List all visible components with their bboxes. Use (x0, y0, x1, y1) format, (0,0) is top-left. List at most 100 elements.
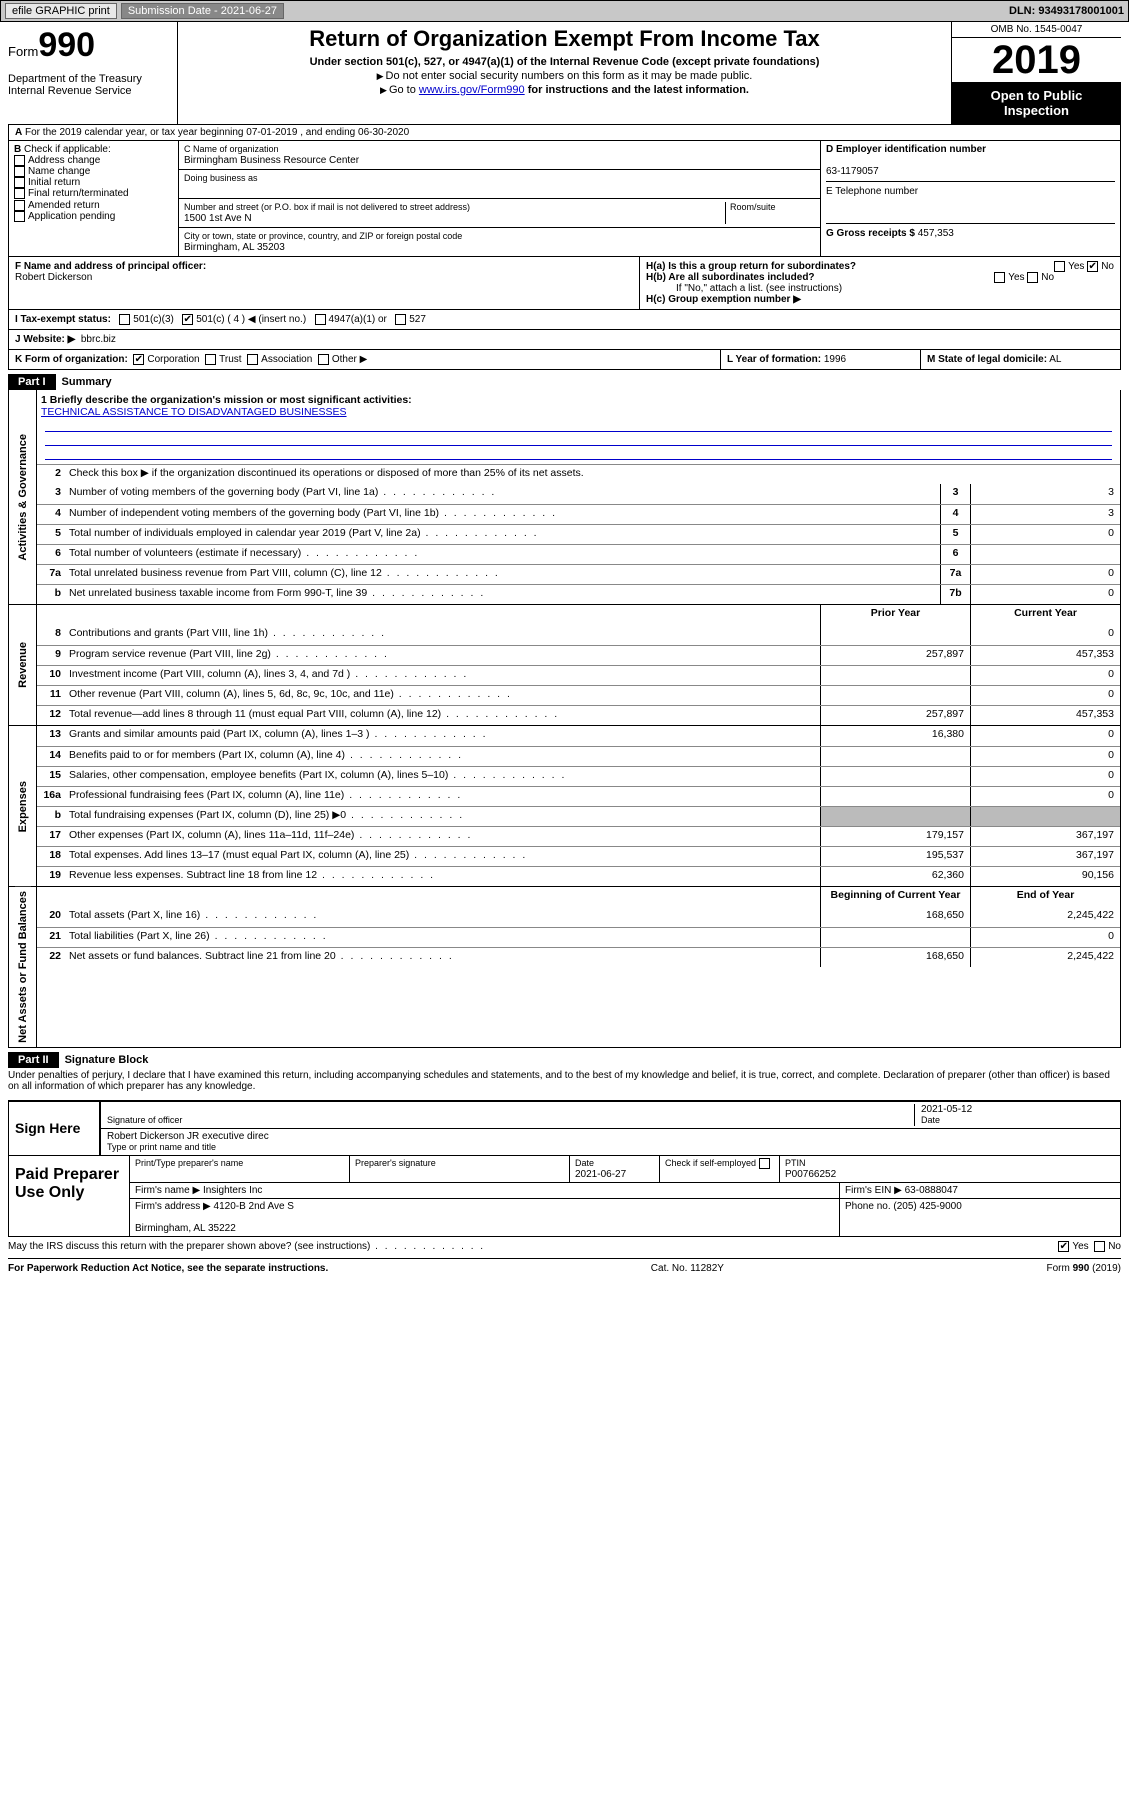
hb-yes[interactable] (994, 272, 1005, 283)
sig-date: 2021-05-12 (921, 1104, 972, 1115)
revenue-row: 11Other revenue (Part VIII, column (A), … (37, 685, 1120, 705)
dba-label: Doing business as (184, 173, 258, 183)
sign-here: Sign Here Signature of officer 2021-05-1… (8, 1100, 1121, 1156)
firm-addr1: 4120-B 2nd Ave S (214, 1201, 294, 1212)
vlabel-net: Net Assets or Fund Balances (15, 887, 31, 1047)
submission-button[interactable]: Submission Date - 2021-06-27 (121, 3, 284, 19)
gross-receipts: 457,353 (918, 228, 954, 239)
hb-no[interactable] (1027, 272, 1038, 283)
chk-501c[interactable] (182, 314, 193, 325)
expense-row: bTotal fundraising expenses (Part IX, co… (37, 806, 1120, 826)
city-label: City or town, state or province, country… (184, 231, 462, 241)
room-label: Room/suite (730, 202, 776, 212)
discuss-line: May the IRS discuss this return with the… (8, 1237, 1121, 1256)
b-checkboxes: B Check if applicable: Address change Na… (9, 141, 179, 256)
footer: For Paperwork Reduction Act Notice, see … (8, 1258, 1121, 1278)
net-row: 22Net assets or fund balances. Subtract … (37, 947, 1120, 967)
chk-address[interactable] (14, 155, 25, 166)
chk-self-emp[interactable] (759, 1158, 770, 1169)
part2-head: Part II Signature Block (8, 1052, 1121, 1068)
line-klm: K Form of organization: Corporation Trus… (8, 350, 1121, 370)
org-name: Birmingham Business Resource Center (184, 155, 359, 166)
part1-head: Part I Summary (8, 374, 1121, 390)
discuss-yes[interactable] (1058, 1241, 1069, 1252)
expense-row: 15Salaries, other compensation, employee… (37, 766, 1120, 786)
ha-yes[interactable] (1054, 261, 1065, 272)
summary-row: bNet unrelated business taxable income f… (37, 584, 1120, 604)
line-j: J Website: ▶ bbrc.biz (8, 330, 1121, 350)
revenue-row: 12Total revenue—add lines 8 through 11 (… (37, 705, 1120, 725)
form-header: Form990 Department of the Treasury Inter… (8, 22, 1121, 125)
chk-trust[interactable] (205, 354, 216, 365)
vlabel-governance: Activities & Governance (15, 430, 31, 565)
perjury-declaration: Under penalties of perjury, I declare th… (8, 1068, 1121, 1094)
end-year-head: End of Year (970, 887, 1120, 907)
street: 1500 1st Ave N (184, 213, 252, 224)
chk-other[interactable] (318, 354, 329, 365)
chk-initial[interactable] (14, 177, 25, 188)
prior-year-head: Prior Year (820, 605, 970, 625)
chk-527[interactable] (395, 314, 406, 325)
mission-link[interactable]: TECHNICAL ASSISTANCE TO DISADVANTAGED BU… (41, 406, 347, 418)
city: Birmingham, AL 35203 (184, 242, 285, 253)
chk-501c3[interactable] (119, 314, 130, 325)
expense-row: 16aProfessional fundraising fees (Part I… (37, 786, 1120, 806)
form-title: Return of Organization Exempt From Incom… (186, 26, 943, 52)
chk-4947[interactable] (315, 314, 326, 325)
summary-row: 4Number of independent voting members of… (37, 504, 1120, 524)
year-formation: 1996 (824, 354, 846, 365)
current-year-head: Current Year (970, 605, 1120, 625)
expense-row: 17Other expenses (Part IX, column (A), l… (37, 826, 1120, 846)
beg-year-head: Beginning of Current Year (820, 887, 970, 907)
vlabel-expenses: Expenses (15, 777, 31, 836)
hc: H(c) Group exemption number ▶ (646, 294, 1114, 305)
street-label: Number and street (or P.O. box if mail i… (184, 202, 470, 212)
e-label: E Telephone number (826, 186, 918, 197)
section-bh: B Check if applicable: Address change Na… (8, 141, 1121, 310)
expenses: Expenses 13Grants and similar amounts pa… (8, 726, 1121, 887)
activities-governance: Activities & Governance 1 Briefly descri… (8, 390, 1121, 605)
firm-addr2: Birmingham, AL 35222 (135, 1223, 236, 1234)
net-assets: Net Assets or Fund Balances Beginning of… (8, 887, 1121, 1048)
chk-assoc[interactable] (247, 354, 258, 365)
irs-link[interactable]: www.irs.gov/Form990 (419, 84, 525, 96)
submission-date: 2021-06-27 (221, 5, 277, 17)
line-i: I Tax-exempt status: 501(c)(3) 501(c) ( … (8, 310, 1121, 330)
d-label: D Employer identification number (826, 144, 986, 155)
summary-row: 6Total number of volunteers (estimate if… (37, 544, 1120, 564)
prep-date: 2021-06-27 (575, 1169, 626, 1180)
discuss-no[interactable] (1094, 1241, 1105, 1252)
summary-row: 7aTotal unrelated business revenue from … (37, 564, 1120, 584)
dept-treasury: Department of the Treasury Internal Reve… (8, 73, 171, 97)
form-subtitle: Under section 501(c), 527, or 4947(a)(1)… (186, 56, 943, 68)
ha-no[interactable] (1087, 261, 1098, 272)
expense-row: 14Benefits paid to or for members (Part … (37, 746, 1120, 766)
form-number: Form990 (8, 26, 171, 65)
firm-phone: (205) 425-9000 (893, 1201, 961, 1212)
expense-row: 18Total expenses. Add lines 13–17 (must … (37, 846, 1120, 866)
chk-corp[interactable] (133, 354, 144, 365)
hb: H(b) Are all subordinates included? Yes … (646, 272, 1114, 283)
chk-amended[interactable] (14, 200, 25, 211)
chk-pending[interactable] (14, 211, 25, 222)
f-label: F Name and address of principal officer: (15, 261, 206, 272)
hb-note: If "No," attach a list. (see instruction… (646, 283, 1114, 294)
revenue: Revenue Prior YearCurrent Year 8Contribu… (8, 605, 1121, 726)
chk-final[interactable] (14, 188, 25, 199)
summary-row: 5Total number of individuals employed in… (37, 524, 1120, 544)
submission-label: Submission Date - (128, 5, 221, 17)
chk-name[interactable] (14, 166, 25, 177)
summary-row: 3Number of voting members of the governi… (37, 484, 1120, 504)
dln: DLN: 93493178001001 (1009, 5, 1124, 17)
net-row: 21Total liabilities (Part X, line 26)0 (37, 927, 1120, 947)
revenue-row: 10Investment income (Part VIII, column (… (37, 665, 1120, 685)
open-public: Open to PublicInspection (952, 82, 1121, 124)
top-bar: efile GRAPHIC print Submission Date - 20… (0, 0, 1129, 22)
officer-name: Robert Dickerson JR executive direc (107, 1131, 269, 1142)
efile-button[interactable]: efile GRAPHIC print (5, 3, 117, 19)
expense-row: 19Revenue less expenses. Subtract line 1… (37, 866, 1120, 886)
state-domicile: AL (1049, 354, 1061, 365)
revenue-row: 9Program service revenue (Part VIII, lin… (37, 645, 1120, 665)
ha: H(a) Is this a group return for subordin… (646, 261, 1114, 272)
ptin: P00766252 (785, 1169, 836, 1180)
